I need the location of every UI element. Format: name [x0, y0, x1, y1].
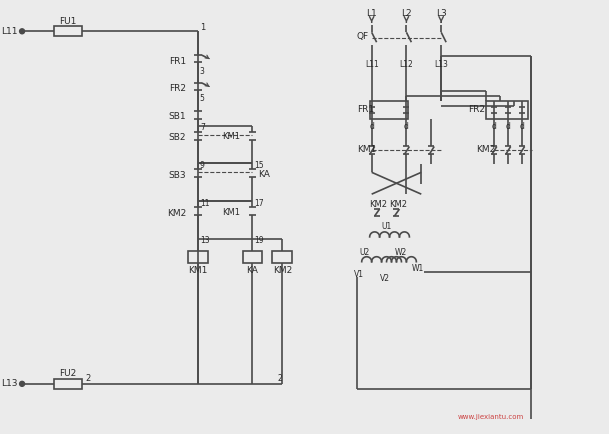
Text: L3: L3 [436, 9, 446, 18]
Circle shape [19, 29, 24, 34]
Text: d: d [369, 122, 374, 131]
Text: KM2: KM2 [390, 200, 407, 209]
Text: FU2: FU2 [59, 369, 76, 378]
Text: 11: 11 [200, 199, 209, 207]
Text: L2: L2 [401, 9, 412, 18]
Text: KM1: KM1 [188, 266, 208, 275]
Bar [242, 251, 262, 263]
Text: 9: 9 [200, 161, 205, 170]
Text: KM2: KM2 [370, 200, 387, 209]
Text: d: d [519, 122, 524, 131]
Text: www.jiexiantu.com: www.jiexiantu.com [458, 414, 524, 420]
Text: SB2: SB2 [169, 133, 186, 142]
Bar [272, 251, 292, 263]
Bar [370, 101, 409, 118]
Text: KM1: KM1 [222, 132, 241, 141]
Bar [486, 101, 527, 118]
Text: U2: U2 [359, 248, 370, 257]
Text: d: d [491, 122, 496, 131]
Text: FU1: FU1 [59, 17, 77, 26]
Text: FR1: FR1 [169, 56, 186, 66]
Text: 19: 19 [255, 237, 264, 245]
Text: 15: 15 [255, 161, 264, 170]
Text: QF: QF [357, 32, 369, 41]
Text: 17: 17 [255, 199, 264, 207]
Text: KA: KA [247, 266, 258, 275]
Text: KM1: KM1 [357, 145, 376, 154]
Text: FR1: FR1 [357, 105, 374, 114]
Text: L13: L13 [2, 379, 18, 388]
Text: 2: 2 [277, 375, 282, 383]
Text: 13: 13 [200, 237, 209, 245]
Text: d: d [505, 122, 510, 131]
Text: KM1: KM1 [222, 207, 241, 217]
Text: 1: 1 [200, 23, 205, 32]
Bar [188, 251, 208, 263]
Text: L11: L11 [365, 59, 379, 69]
Text: L13: L13 [434, 59, 448, 69]
Text: W1: W1 [412, 264, 424, 273]
Text: SB1: SB1 [168, 112, 186, 121]
Text: 7: 7 [200, 123, 205, 132]
Text: 2: 2 [86, 375, 91, 383]
Bar [54, 26, 82, 36]
Text: L1: L1 [366, 9, 377, 18]
Text: KM2: KM2 [167, 208, 186, 217]
Text: W2: W2 [394, 248, 407, 257]
Text: KA: KA [258, 170, 270, 179]
Text: U1: U1 [381, 223, 392, 231]
Text: KM2: KM2 [476, 145, 495, 154]
Text: V1: V1 [354, 270, 364, 279]
Bar [54, 379, 82, 389]
Text: L12: L12 [400, 59, 414, 69]
Text: V2: V2 [379, 274, 390, 283]
Text: 5: 5 [200, 94, 205, 103]
Text: 3: 3 [200, 66, 205, 76]
Text: L11: L11 [2, 27, 18, 36]
Text: SB3: SB3 [168, 171, 186, 180]
Text: FR2: FR2 [169, 84, 186, 93]
Text: FR2: FR2 [468, 105, 485, 114]
Text: KM2: KM2 [273, 266, 292, 275]
Circle shape [19, 381, 24, 386]
Text: d: d [404, 122, 409, 131]
